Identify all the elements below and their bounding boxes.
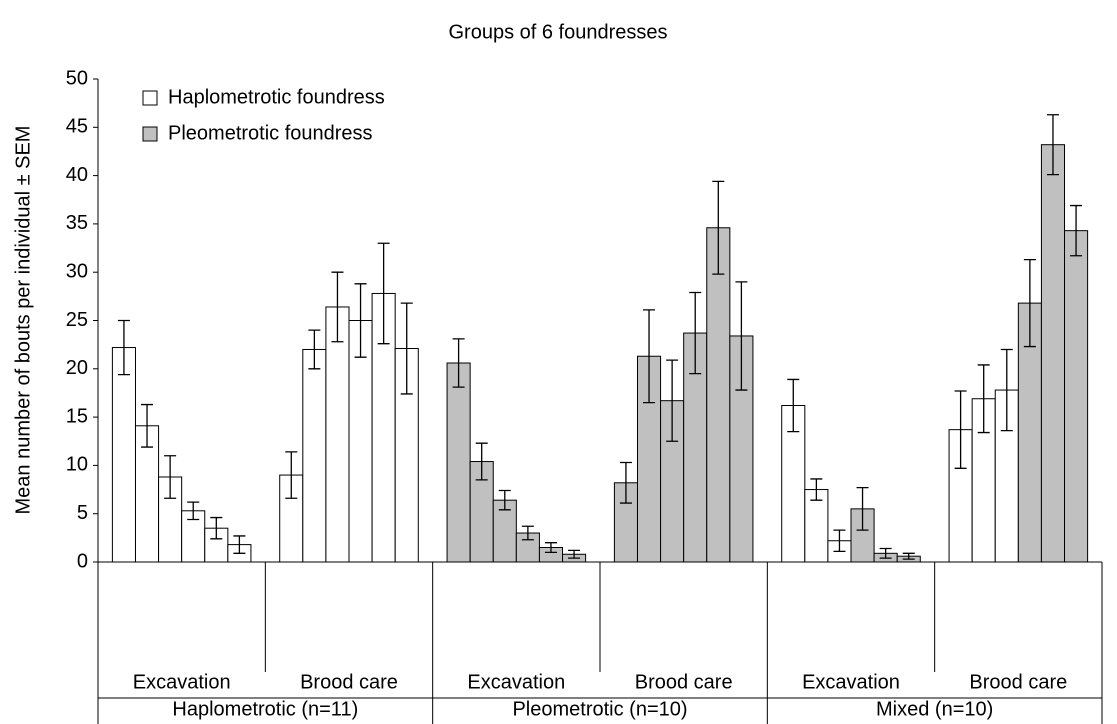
- subgroup-label: Excavation: [467, 671, 565, 693]
- y-axis-label: Mean number of bouts per individual ± SE…: [12, 126, 34, 515]
- subgroup-label: Brood care: [969, 671, 1067, 693]
- error-bar: [833, 529, 846, 553]
- legend-label: Haplometrotic foundress: [168, 86, 385, 108]
- error-bar: [735, 281, 748, 391]
- error-bar: [354, 283, 367, 358]
- legend-swatch: [142, 90, 158, 106]
- error-bar: [619, 461, 632, 504]
- y-tick-label: 25: [66, 309, 88, 331]
- y-tick-label: 40: [66, 164, 88, 186]
- error-bar: [977, 364, 990, 434]
- subgroup-label: Excavation: [802, 671, 900, 693]
- error-bar: [233, 535, 246, 554]
- error-bar: [643, 309, 656, 404]
- legend-swatch: [142, 126, 158, 142]
- y-tick-label: 20: [66, 357, 88, 379]
- error-bar: [308, 329, 321, 370]
- error-bar: [475, 442, 488, 481]
- bar: [302, 348, 327, 563]
- y-tick-label: 15: [66, 405, 88, 427]
- error-bar: [498, 489, 511, 511]
- error-bar: [856, 486, 869, 531]
- y-tick-label: 10: [66, 454, 88, 476]
- error-bar: [377, 242, 390, 345]
- error-bar: [689, 291, 702, 375]
- error-bar: [810, 478, 823, 501]
- y-tick-label: 50: [66, 67, 88, 89]
- error-bar: [544, 542, 557, 553]
- error-bar: [787, 378, 800, 433]
- y-tick-label: 45: [66, 116, 88, 138]
- y-tick-label: 35: [66, 212, 88, 234]
- error-bar: [400, 302, 413, 395]
- bar: [1064, 230, 1089, 563]
- error-bar: [568, 549, 581, 559]
- error-bar: [712, 180, 725, 275]
- group-label: Pleometrotic (n=10): [512, 698, 687, 720]
- subgroup-label: Brood care: [300, 671, 398, 693]
- error-bar: [521, 525, 534, 541]
- error-bar: [117, 319, 130, 376]
- y-tick-label: 0: [77, 550, 88, 572]
- error-bar: [285, 451, 298, 499]
- bar: [446, 362, 471, 563]
- chart-title: Groups of 6 foundresses: [448, 21, 667, 43]
- error-bar: [879, 547, 892, 559]
- error-bar: [331, 271, 344, 343]
- error-bar: [902, 552, 915, 560]
- error-bar: [1023, 258, 1036, 348]
- error-bar: [1070, 204, 1083, 257]
- legend-label: Pleometrotic foundress: [168, 122, 373, 144]
- error-bar: [954, 390, 967, 469]
- subgroup-label: Brood care: [635, 671, 733, 693]
- error-bar: [1046, 114, 1059, 176]
- y-tick-label: 5: [77, 502, 88, 524]
- error-bar: [164, 455, 177, 499]
- group-label: Haplometrotic (n=11): [172, 698, 358, 720]
- error-bar: [210, 516, 223, 540]
- error-bar: [187, 501, 200, 521]
- error-bar: [141, 403, 154, 448]
- bar: [1040, 144, 1066, 563]
- bar: [111, 347, 136, 563]
- bar: [706, 227, 731, 563]
- error-bar: [1000, 348, 1013, 432]
- group-label: Mixed (n=10): [876, 698, 993, 720]
- subgroup-label: Excavation: [133, 671, 231, 693]
- bar: [325, 306, 350, 563]
- error-bar: [666, 359, 679, 442]
- error-bar: [452, 338, 465, 388]
- y-tick-label: 30: [66, 260, 88, 282]
